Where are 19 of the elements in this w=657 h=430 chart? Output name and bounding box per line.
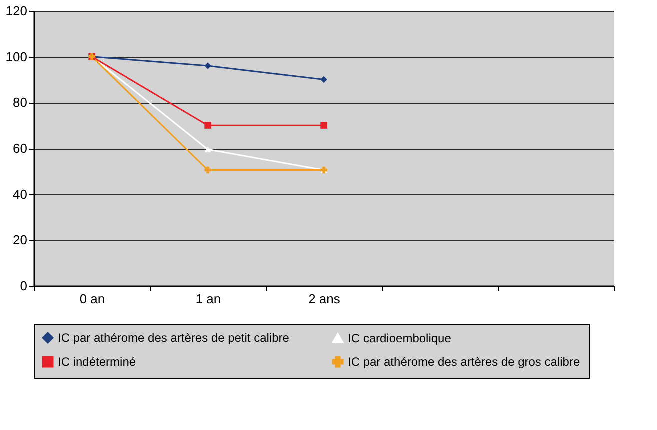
y-tick-label: 20 [13,232,28,248]
x-tick-label: 1 an [196,292,222,306]
y-tick-label: 80 [13,95,28,110]
x-tick-label: 2 ans [308,292,341,306]
legend-label: IC par athérome des artères de petit calibre [58,331,290,345]
legend-label: IC par athérome des artères de gros calibre [348,355,580,369]
y-tick-label: 120 [6,4,28,18]
y-tick-label: 0 [20,278,28,294]
point [320,76,328,84]
point [204,122,212,129]
y-tick-label: 60 [13,141,28,156]
legend-label: IC cardioembolique [348,331,452,346]
y-tick-label: 40 [13,186,28,202]
legend-label: IC indéterminé [58,355,136,369]
x-tick-label: 0 an [80,292,106,306]
y-tick-label: 100 [6,49,28,64]
point [204,62,212,70]
point [204,166,212,174]
point [320,122,328,129]
